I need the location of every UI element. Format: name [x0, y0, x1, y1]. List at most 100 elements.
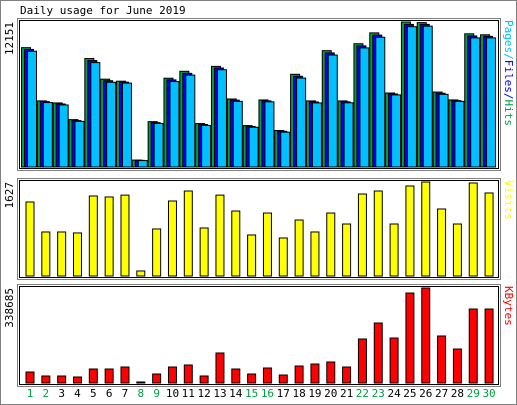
bar [421, 287, 431, 384]
x-tick-label: 18 [292, 387, 305, 400]
bar [454, 100, 465, 168]
y-tick-label: 1627 [3, 182, 16, 209]
bar [310, 363, 320, 384]
bar [167, 366, 177, 384]
bar [25, 371, 35, 384]
bar [373, 322, 383, 384]
bar [438, 93, 449, 168]
bar [484, 192, 494, 277]
bar [169, 81, 180, 168]
bar [104, 368, 114, 384]
bar [247, 234, 257, 277]
bar [421, 181, 431, 277]
bar [311, 102, 322, 168]
bar [391, 94, 402, 168]
bar [406, 26, 417, 168]
bar [215, 352, 225, 384]
bar [484, 308, 494, 384]
x-tick-label: 12 [198, 387, 211, 400]
x-tick-label: 22 [356, 387, 369, 400]
x-tick-label: 16 [261, 387, 274, 400]
legend-separator: / [502, 53, 515, 60]
bar [470, 37, 481, 168]
bar [437, 335, 447, 384]
bar [42, 102, 53, 168]
bar [41, 231, 51, 277]
bar [373, 190, 383, 277]
bar [231, 368, 241, 384]
x-tick-label: 4 [74, 387, 81, 400]
bar [137, 160, 148, 168]
x-tick-label: 7 [122, 387, 129, 400]
bar [185, 74, 196, 168]
x-tick-label: 17 [277, 387, 290, 400]
bar [264, 101, 275, 168]
legend-entry: KBytes [502, 286, 515, 326]
bar [232, 100, 243, 168]
bar [262, 367, 272, 384]
x-tick-label: 25 [403, 387, 416, 400]
x-tick-label: 11 [182, 387, 195, 400]
bar [201, 124, 212, 168]
bar [405, 185, 415, 277]
legend: Visits [502, 180, 515, 220]
bar [357, 338, 367, 384]
bar [25, 201, 35, 277]
bar [41, 375, 51, 384]
bar [280, 131, 291, 168]
x-tick-label: 9 [153, 387, 160, 400]
bar [278, 237, 288, 277]
legend: Pages/Files/Hits [502, 20, 515, 126]
x-tick-label: 19 [308, 387, 321, 400]
x-tick-label: 3 [58, 387, 65, 400]
bar [468, 182, 478, 277]
x-tick-label: 10 [166, 387, 179, 400]
bar [327, 54, 338, 168]
y-tick-label: 338685 [3, 288, 16, 328]
bar [359, 47, 370, 168]
panel-frame [17, 178, 501, 280]
panel-frame-inner [19, 20, 499, 169]
x-tick-label: 24 [387, 387, 401, 400]
bar [452, 223, 462, 277]
x-tick-label: 1 [27, 387, 34, 400]
bar [199, 227, 209, 277]
legend-entry: Visits [502, 180, 515, 220]
bar [278, 374, 288, 384]
bar [136, 381, 146, 384]
bar [74, 120, 85, 168]
x-tick-label: 28 [451, 387, 464, 400]
bar [72, 376, 82, 384]
legend-entry: Hits [502, 100, 515, 127]
bar [452, 348, 462, 384]
bar [342, 366, 352, 384]
y-tick-label: 12151 [3, 22, 16, 55]
bar [294, 219, 304, 277]
bar [375, 36, 386, 168]
bar [72, 232, 82, 277]
panel-frame-inner [19, 180, 499, 278]
bar [405, 292, 415, 384]
bar [389, 337, 399, 384]
bar [310, 231, 320, 277]
bar [248, 126, 259, 168]
x-tick-label: 13 [213, 387, 226, 400]
x-tick-label: 27 [435, 387, 448, 400]
bar [342, 223, 352, 277]
bar [120, 194, 130, 277]
chart-title: Daily usage for June 2019 [20, 4, 186, 17]
bar [57, 375, 67, 384]
x-tick-label: 20 [324, 387, 337, 400]
bar [326, 212, 336, 277]
bar [216, 69, 227, 168]
bar [167, 200, 177, 277]
legend-entry: Files [502, 60, 515, 93]
bar [215, 194, 225, 277]
bar [27, 50, 37, 168]
x-tick-label: 29 [467, 387, 480, 400]
bar [136, 270, 146, 277]
x-tick-label: 8 [137, 387, 144, 400]
bar [326, 361, 336, 384]
